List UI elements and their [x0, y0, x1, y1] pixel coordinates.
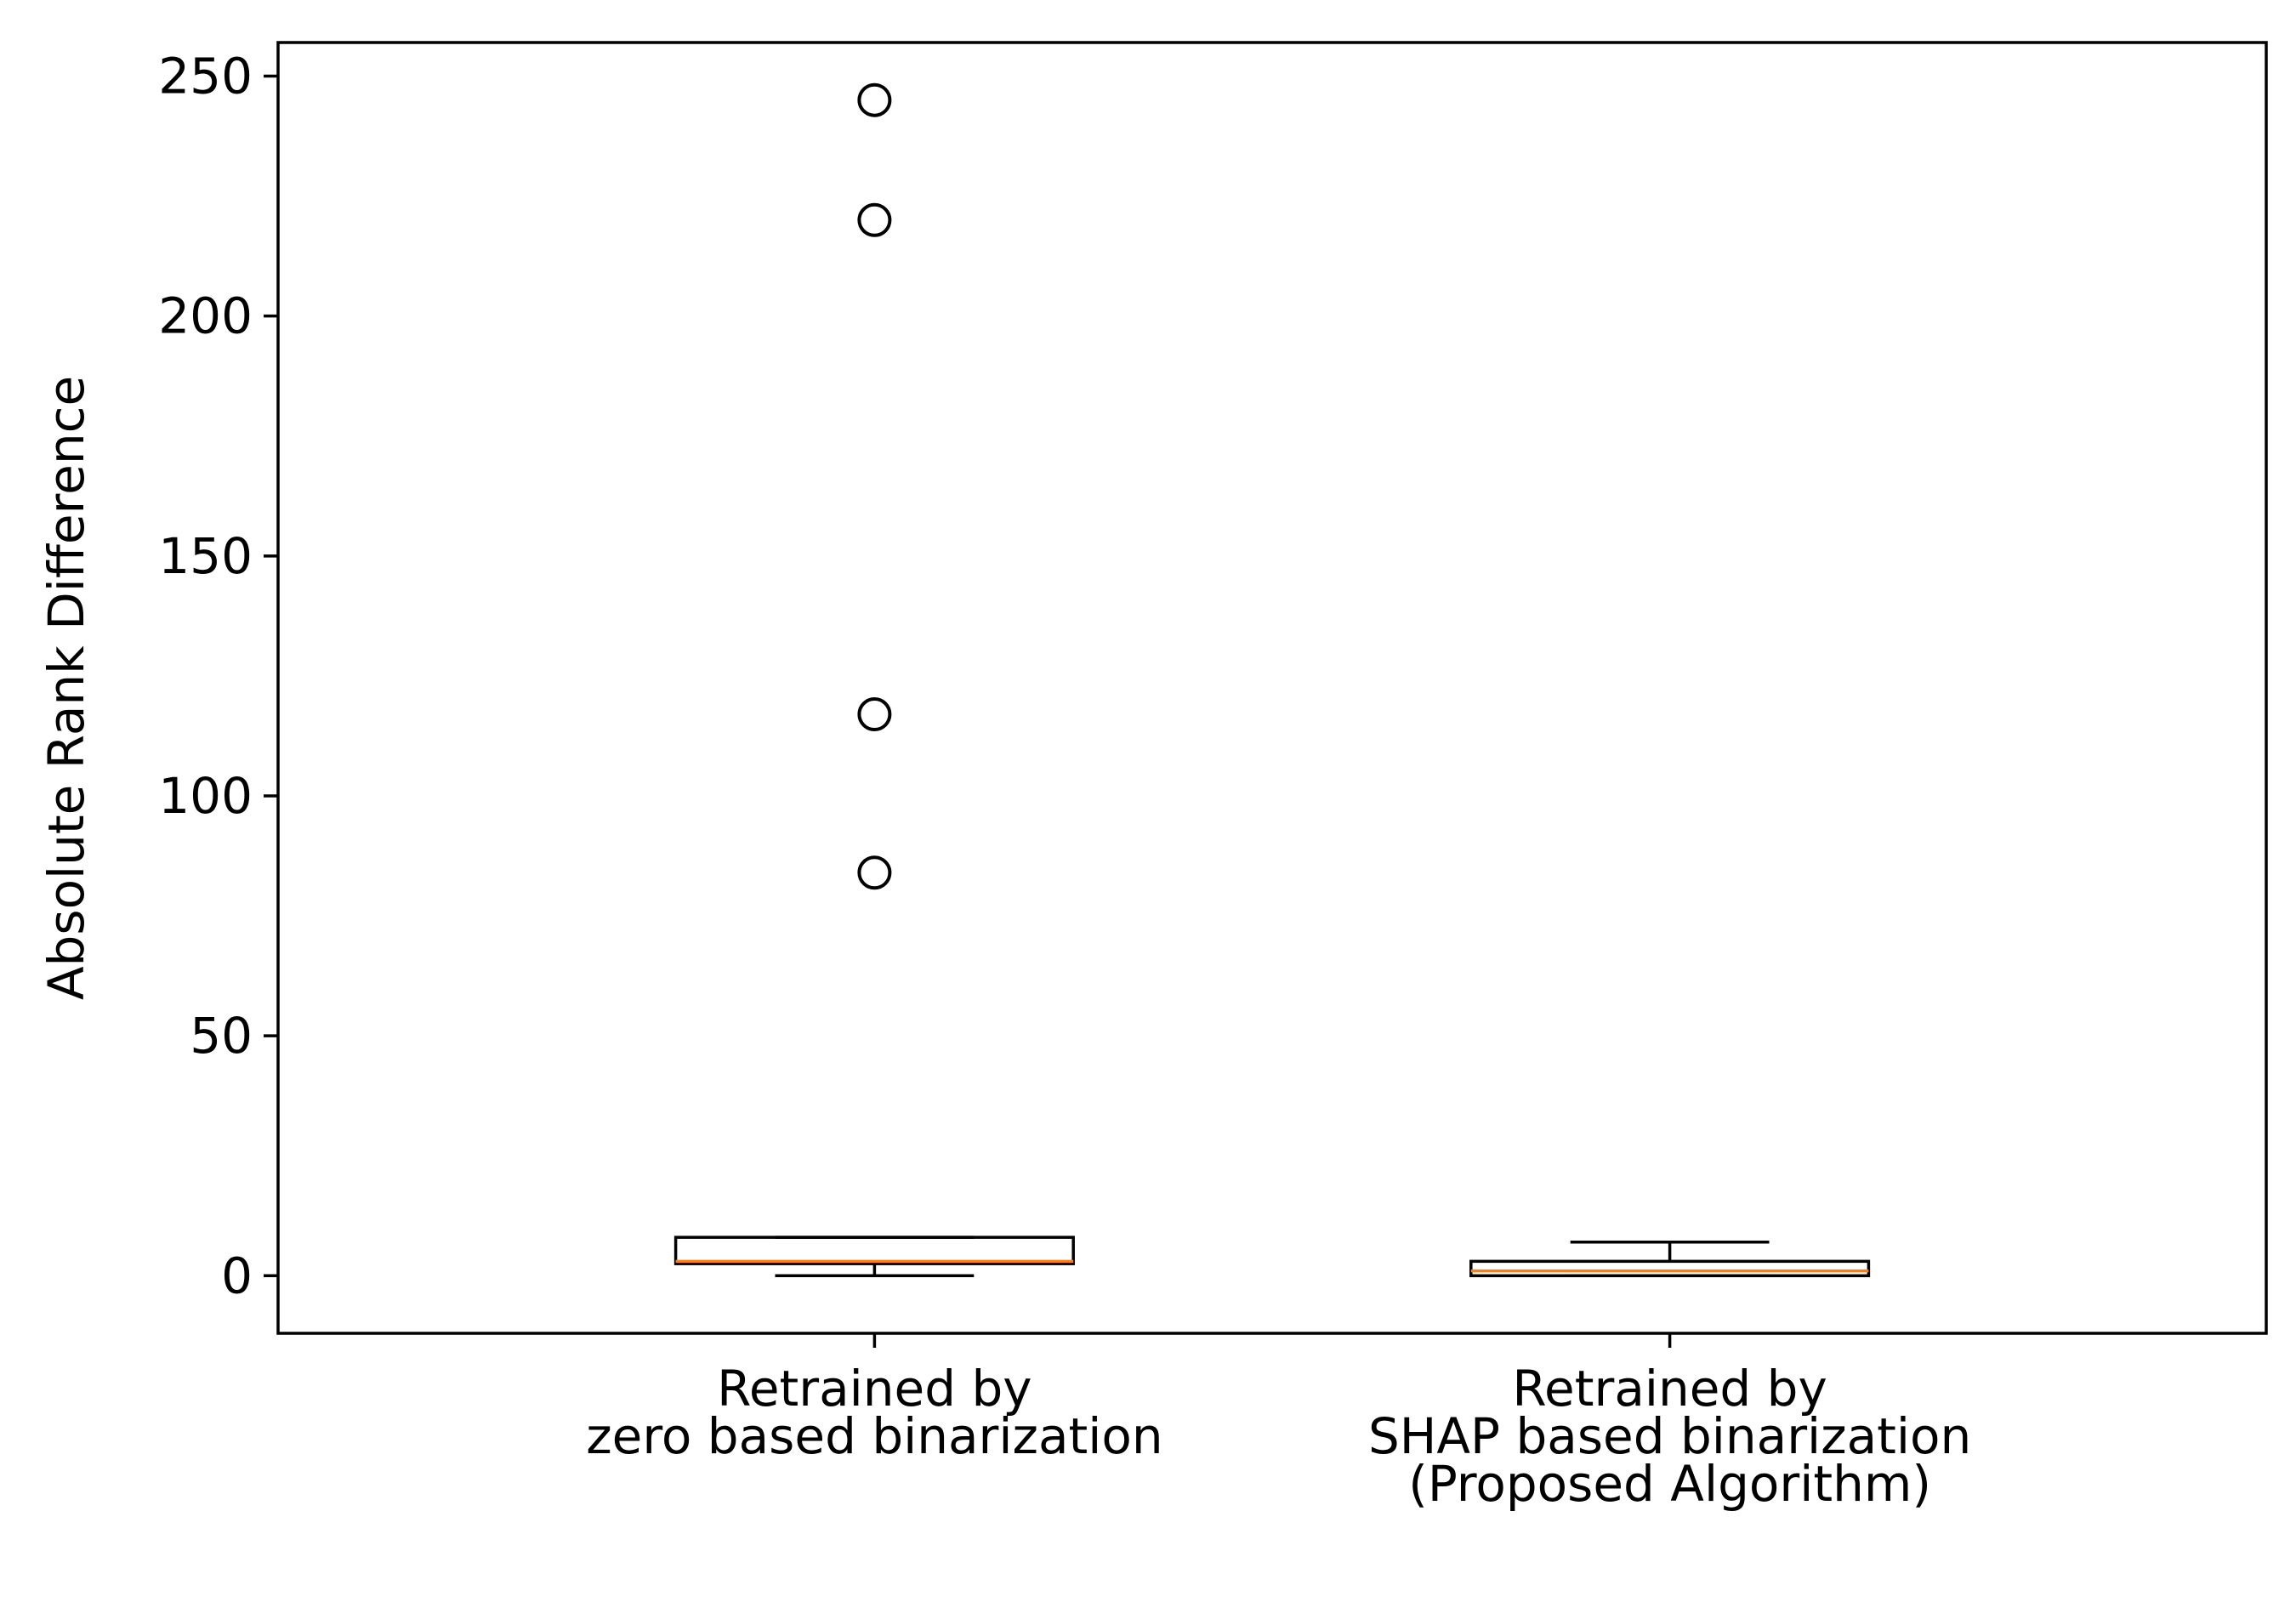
box-group [673, 82, 1075, 1278]
x-tick-label-line: SHAP based binarization [1368, 1407, 1971, 1465]
y-tick-label: 200 [158, 287, 253, 345]
outlier-point [857, 855, 892, 890]
y-tick-label: 150 [158, 527, 253, 585]
box-iqr [1469, 1259, 1871, 1278]
plot-layer [673, 82, 1871, 1278]
x-tick-label-line: Retrained by [717, 1360, 1031, 1417]
x-tick-label-line: (Proposed Algorithm) [1408, 1455, 1931, 1513]
axis-layer: Retrained by zero based binarizationRetra… [158, 48, 1971, 1513]
x-tick-label-line: zero based binarization [586, 1407, 1162, 1465]
x-tick-label: Retrained by zero based binarization [586, 1360, 1162, 1465]
outlier-point [857, 82, 892, 117]
outlier-point [857, 697, 892, 732]
y-tick-label: 50 [190, 1007, 253, 1065]
plot-frame [276, 41, 2268, 1335]
y-tick-label: 0 [221, 1247, 253, 1304]
box-group [1469, 1241, 1871, 1278]
x-tick-label-line: Retrained by [1512, 1360, 1827, 1417]
y-axis-label: Absolute Rank Difference [37, 376, 95, 1000]
y-tick-label: 100 [158, 767, 253, 825]
box-iqr [673, 1236, 1075, 1265]
x-tick-label: Retrained by SHAP based binarization (Prop… [1368, 1360, 1971, 1513]
outlier-point [857, 202, 892, 237]
y-tick-label: 250 [158, 48, 253, 105]
